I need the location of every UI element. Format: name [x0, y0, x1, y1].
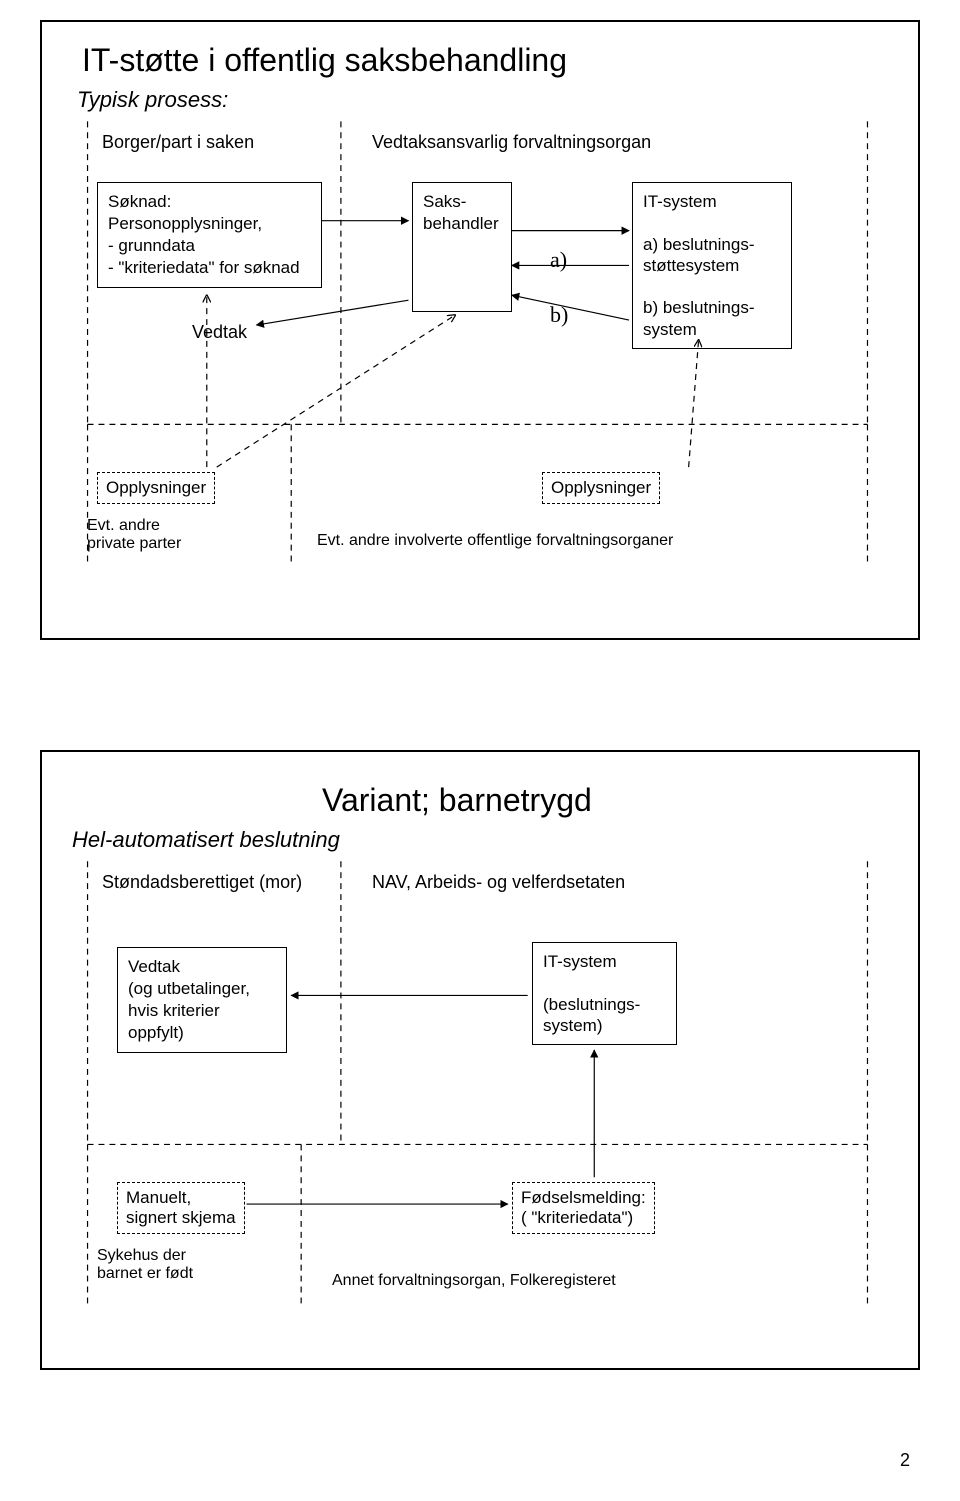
label-b: b) — [550, 302, 568, 328]
page: IT-støtte i offentlig saksbehandling Typ… — [0, 0, 960, 1501]
private-parter-label: Evt. andre private parter — [87, 517, 181, 553]
panel1-subtitle: Typisk prosess: — [77, 87, 228, 113]
itsystem-box: IT-system a) beslutnings- støttesystem b… — [632, 182, 792, 349]
fodsel-box: Fødselsmelding: ( "kriteriedata") — [512, 1182, 655, 1234]
p2-col-left: Støndadsberettiget (mor) — [102, 872, 302, 893]
col-left-header: Borger/part i saken — [102, 132, 254, 153]
annet-label: Annet forvaltningsorgan, Folkeregisteret — [332, 1272, 616, 1290]
label-a: a) — [550, 247, 567, 273]
panel2-subtitle: Hel-automatisert beslutning — [72, 827, 340, 853]
page-number: 2 — [900, 1450, 910, 1471]
panel-1: IT-støtte i offentlig saksbehandling Typ… — [40, 20, 920, 640]
panel-2: Variant; barnetrygd Hel-automatisert bes… — [40, 750, 920, 1370]
panel2-title: Variant; barnetrygd — [322, 782, 592, 819]
saksbehandler-box: Saks- behandler — [412, 182, 512, 312]
sykehus-label: Sykehus der barnet er født — [97, 1247, 193, 1283]
vedtak-box: Vedtak (og utbetalinger, hvis kriterier … — [117, 947, 287, 1053]
p2-itsystem-box: IT-system (beslutnings- system) — [532, 942, 677, 1045]
panel1-title: IT-støtte i offentlig saksbehandling — [82, 42, 567, 79]
vedtak-label: Vedtak — [192, 322, 247, 343]
soknad-box: Søknad: Personopplysninger, - grunndata … — [97, 182, 322, 288]
manuelt-box: Manuelt, signert skjema — [117, 1182, 245, 1234]
opplysninger-left-box: Opplysninger — [97, 472, 215, 504]
opplysninger-right-box: Opplysninger — [542, 472, 660, 504]
andre-involverte-label: Evt. andre involverte offentlige forvalt… — [317, 532, 673, 550]
p2-col-right: NAV, Arbeids- og velferdsetaten — [372, 872, 625, 893]
col-right-header: Vedtaksansvarlig forvaltningsorgan — [372, 132, 651, 153]
